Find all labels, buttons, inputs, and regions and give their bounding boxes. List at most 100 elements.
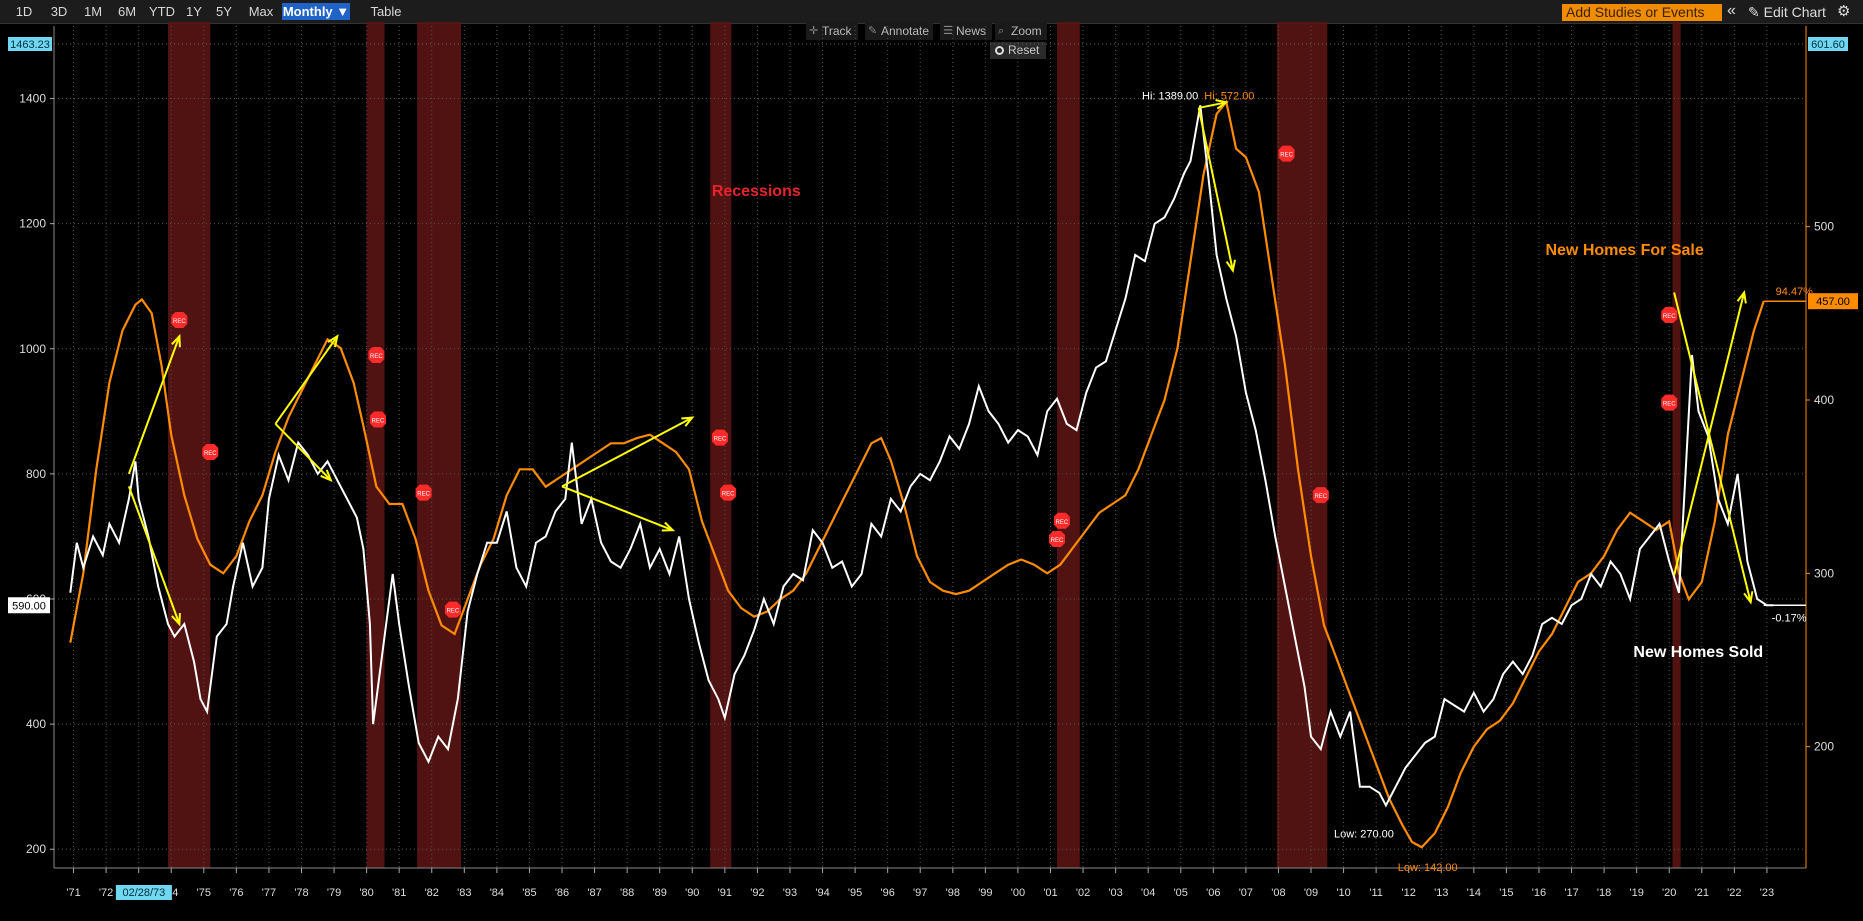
- cursor-date-box: [115, 885, 172, 900]
- x-tick-label: '90: [685, 887, 699, 899]
- x-tick-label: '15: [1499, 887, 1513, 899]
- range-ytd[interactable]: YTD: [149, 4, 175, 19]
- x-tick-label: '20: [1662, 887, 1676, 899]
- left-tick-label: 1400: [19, 92, 46, 106]
- x-tick-label: '04: [1141, 887, 1155, 899]
- x-tick-label: '85: [522, 887, 536, 899]
- x-tick-label: '77: [262, 887, 276, 899]
- news-label: News: [956, 24, 987, 38]
- x-tick-label: '95: [848, 887, 862, 899]
- range-5y[interactable]: 5Y: [216, 4, 232, 19]
- reset-icon: [995, 46, 1004, 55]
- chart-annotation: New Homes Sold: [1633, 644, 1763, 661]
- x-tick-label: '18: [1597, 887, 1611, 899]
- rec-marker: [202, 444, 219, 460]
- x-tick-label: '88: [620, 887, 634, 899]
- zoom-button[interactable]: ⌕ Zoom: [995, 22, 1047, 40]
- x-tick-label: '71: [66, 887, 80, 899]
- recession-band: [1672, 22, 1681, 868]
- annotate-button[interactable]: ✎ Annotate: [865, 22, 933, 40]
- range-max[interactable]: Max: [248, 4, 274, 19]
- rec-marker-label: REC: [173, 319, 186, 325]
- rec-marker: [1278, 145, 1295, 162]
- news-icon: ☰: [943, 25, 953, 37]
- x-tick-label: '06: [1206, 887, 1220, 899]
- homes-sold-hi-label: Hi: 1389.00: [1142, 90, 1198, 102]
- annotation-arrow-line: [274, 335, 339, 425]
- period-dropdown[interactable]: Monthly ▼: [282, 3, 350, 20]
- rec-marker-label: REC: [1663, 402, 1676, 408]
- range-1d[interactable]: 1D: [15, 4, 33, 19]
- x-tick-label: '12: [1402, 887, 1416, 899]
- chart-annotation: New Homes For Sale: [1545, 242, 1703, 259]
- x-tick-label: '07: [1239, 887, 1253, 899]
- rec-marker-label: REC: [1663, 314, 1676, 320]
- rec-marker: [1312, 487, 1329, 504]
- x-tick-label: '96: [880, 887, 894, 899]
- left-tick-label: 1000: [19, 342, 46, 356]
- x-tick-label: '01: [1043, 887, 1057, 899]
- x-tick-label: '91: [718, 887, 732, 899]
- x-tick-label: '92: [750, 887, 764, 899]
- annotation-arrowhead: [1743, 591, 1754, 605]
- x-tick-label: '23: [1760, 887, 1774, 899]
- x-tick-label: '03: [1108, 887, 1122, 899]
- left-tick-label: 1200: [19, 217, 46, 231]
- homes-for-sale-line: [69, 99, 1765, 849]
- rec-marker-label: REC: [1314, 494, 1327, 500]
- left-tick-label: 600: [26, 592, 46, 606]
- x-tick-label: '72: [99, 887, 113, 899]
- range-6m[interactable]: 6M: [117, 4, 137, 19]
- homes-for-sale-last-box: [1808, 293, 1858, 310]
- homes-sold-low-label: Low: 270.00: [1334, 828, 1394, 840]
- right-tick-label: 300: [1814, 566, 1834, 580]
- left-tick-label: 400: [26, 717, 46, 731]
- edit-chart-button[interactable]: ✎ Edit Chart: [1748, 4, 1826, 20]
- track-label: Track: [822, 24, 852, 38]
- news-button[interactable]: ☰ News: [940, 22, 992, 40]
- table-tab[interactable]: Table: [370, 4, 402, 19]
- x-tick-label: '82: [425, 887, 439, 899]
- x-tick-label: '75: [197, 887, 211, 899]
- recession-band: [710, 22, 732, 868]
- x-tick-label: '22: [1727, 887, 1741, 899]
- x-tick-label: '93: [783, 887, 797, 899]
- rec-marker-label: REC: [1056, 520, 1069, 526]
- x-tick-label: '11: [1369, 887, 1383, 899]
- x-tick-label: '08: [1271, 887, 1285, 899]
- rec-marker: [444, 601, 461, 618]
- homes-for-sale-hi-label: Hi: 572.00: [1204, 90, 1254, 102]
- annotation-arrowhead: [661, 521, 676, 532]
- left-axis-top-label: 1463.23: [10, 39, 50, 51]
- x-tick-label: '00: [1011, 887, 1025, 899]
- homes-for-sale-change-label: 94.47%: [1776, 286, 1814, 298]
- reset-button[interactable]: Reset: [990, 42, 1046, 59]
- homes-sold-last-box: [8, 597, 50, 614]
- range-1y[interactable]: 1Y: [186, 4, 202, 19]
- x-tick-label: '10: [1336, 887, 1350, 899]
- range-3d[interactable]: 3D: [50, 4, 68, 19]
- annotation-arrow-line: [561, 485, 674, 532]
- x-tick-label: '74: [164, 887, 178, 899]
- toolbar: 1D 3D 1M 6M YTD 1Y 5Y Max Monthly ▼ Table Add S…: [0, 0, 1863, 24]
- rec-marker-label: REC: [722, 492, 735, 498]
- gear-icon[interactable]: ⚙: [1837, 3, 1851, 20]
- left-axis-top-box: [8, 37, 52, 51]
- pencil-icon: ✎: [868, 25, 878, 37]
- left-tick-label: 200: [26, 842, 46, 856]
- x-tick-label: '17: [1564, 887, 1578, 899]
- add-studies-input[interactable]: Add Studies or Events: [1562, 4, 1722, 21]
- range-1m[interactable]: 1M: [83, 4, 103, 19]
- x-tick-label: '83: [457, 887, 471, 899]
- rec-marker-label: REC: [372, 418, 385, 424]
- x-tick-label: '76: [229, 887, 243, 899]
- annotation-arrowhead: [171, 333, 181, 348]
- homes-for-sale-last-label: 457.00: [1816, 296, 1850, 308]
- double-chevron-left-icon[interactable]: «: [1727, 2, 1736, 19]
- x-tick-label: '16: [1532, 887, 1546, 899]
- track-button[interactable]: ✛ Track: [806, 22, 858, 40]
- annotation-arrowhead: [320, 469, 333, 482]
- x-tick-label: '21: [1695, 887, 1709, 899]
- rec-marker: [370, 411, 387, 428]
